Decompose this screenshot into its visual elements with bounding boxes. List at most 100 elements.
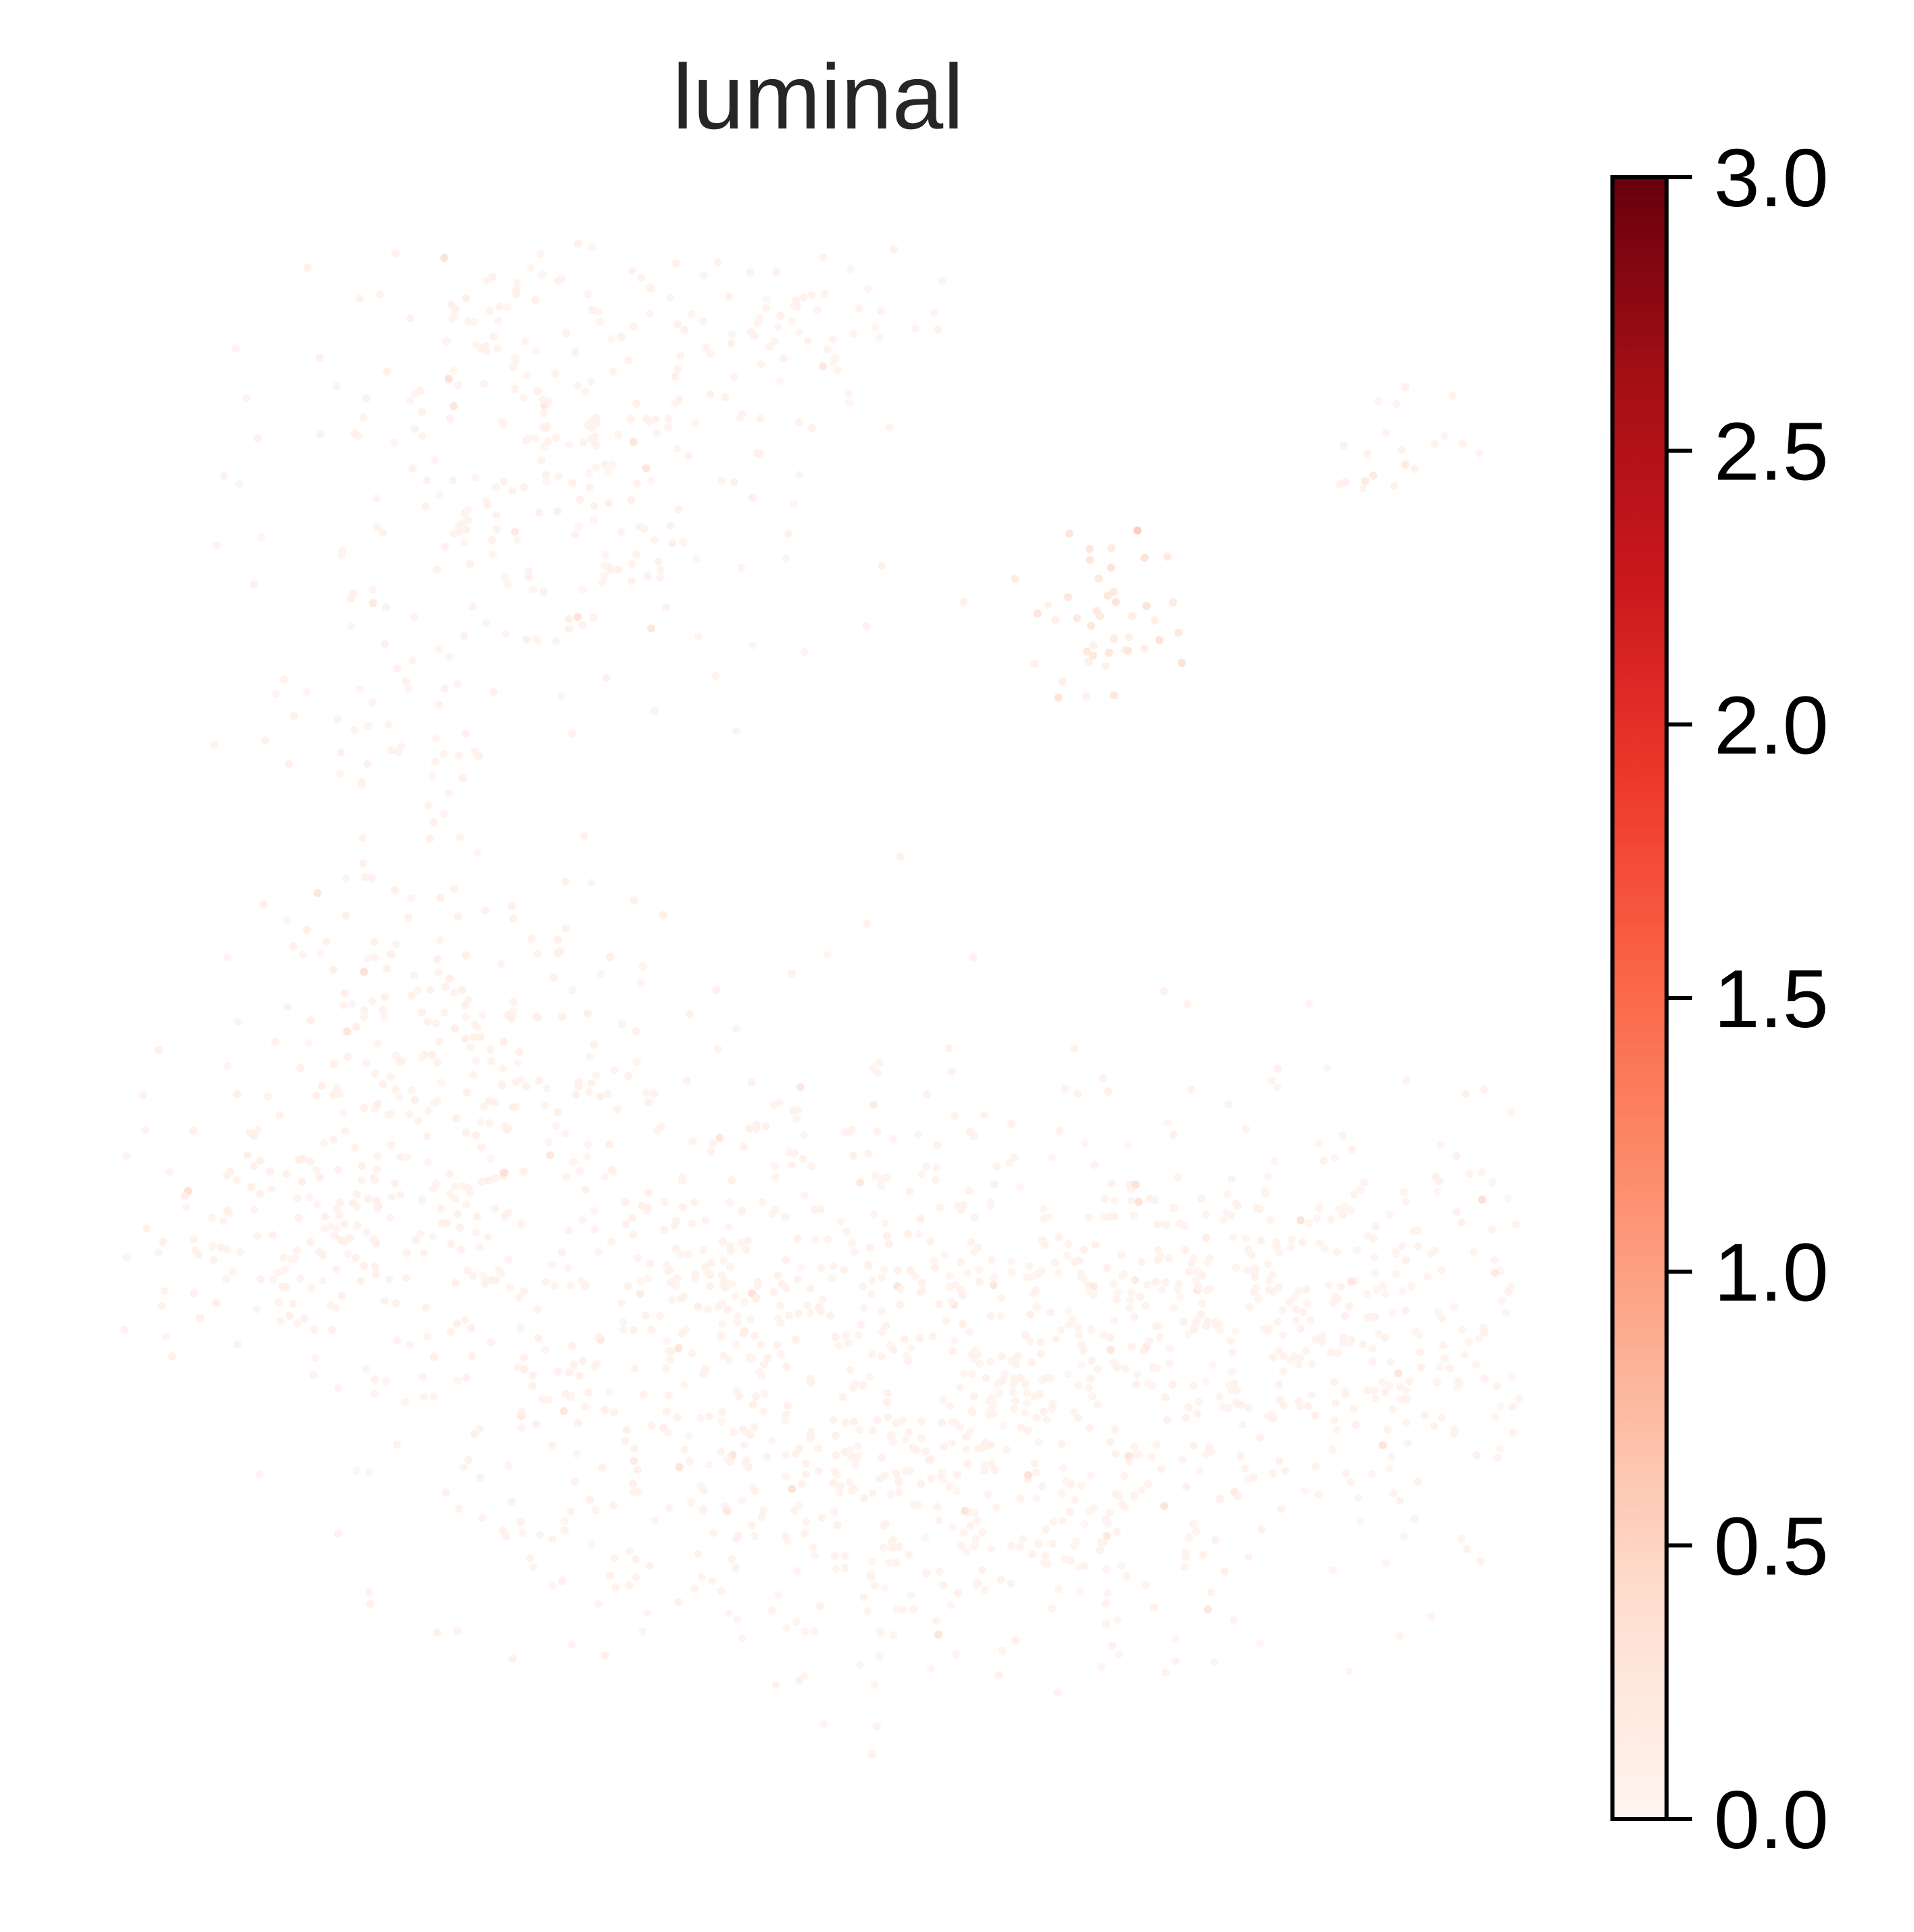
scatter-point (1264, 1277, 1273, 1286)
scatter-point (568, 986, 577, 995)
scatter-point (360, 1104, 368, 1112)
scatter-point (1368, 1469, 1377, 1478)
scatter-point (713, 1045, 722, 1053)
scatter-point (298, 1154, 307, 1163)
scatter-point (684, 1432, 693, 1440)
scatter-point (575, 495, 584, 504)
scatter-point (1174, 628, 1183, 637)
scatter-point (352, 1022, 361, 1031)
scatter-point (1064, 1306, 1073, 1315)
scatter-point (759, 1506, 768, 1515)
scatter-point (699, 317, 708, 325)
scatter-point (393, 664, 402, 673)
scatter-point (585, 483, 594, 492)
scatter-point (688, 1137, 697, 1146)
scatter-point (1103, 591, 1112, 600)
scatter-point (1116, 1492, 1124, 1501)
scatter-point (647, 477, 656, 486)
scatter-point (1488, 1178, 1497, 1187)
scatter-point (337, 1292, 346, 1300)
scatter-point (499, 477, 508, 486)
scatter-point (1007, 1268, 1016, 1276)
scatter-point (281, 1283, 290, 1292)
scatter-point (1433, 1187, 1442, 1196)
scatter-point (1349, 1405, 1358, 1413)
scatter-point (549, 973, 558, 982)
scatter-point (1169, 1131, 1178, 1139)
scatter-point (978, 1444, 986, 1453)
scatter-point (429, 1392, 438, 1401)
scatter-point (536, 250, 545, 258)
scatter-point (1163, 1416, 1172, 1425)
scatter-point (1420, 1411, 1429, 1420)
scatter-point (1122, 1572, 1131, 1580)
scatter-point (315, 354, 324, 362)
scatter-point (513, 279, 522, 287)
scatter-point (650, 1516, 659, 1525)
scatter-point (1363, 450, 1372, 458)
scatter-point (569, 1361, 578, 1369)
scatter-point (718, 1408, 727, 1417)
scatter-point (817, 1307, 826, 1316)
scatter-point (486, 1045, 495, 1054)
scatter-point (1385, 1210, 1394, 1219)
scatter-point (1077, 1340, 1086, 1349)
scatter-point (1370, 1269, 1379, 1277)
scatter-point (433, 565, 441, 574)
scatter-point (1092, 607, 1101, 615)
scatter-point (1038, 1482, 1047, 1490)
scatter-point (795, 328, 804, 337)
scatter-point (948, 1067, 956, 1076)
scatter-point (1363, 1231, 1372, 1240)
scatter-point (445, 1170, 454, 1178)
scatter-point (544, 437, 553, 446)
scatter-point (340, 989, 349, 997)
scatter-point (1120, 1471, 1129, 1480)
scatter-point (458, 986, 466, 995)
scatter-point (1089, 641, 1098, 650)
scatter-point (800, 1628, 809, 1636)
scatter-point (684, 451, 693, 460)
scatter-point (1007, 1257, 1016, 1266)
scatter-point (1048, 1153, 1057, 1162)
scatter-point (723, 1305, 732, 1314)
scatter-point (1080, 1520, 1088, 1529)
scatter-point (212, 541, 221, 550)
scatter-point (435, 701, 444, 709)
scatter-point (1082, 692, 1091, 701)
scatter-point (973, 1516, 982, 1525)
scatter-point (1385, 1465, 1393, 1473)
scatter-point (585, 1495, 594, 1504)
scatter-point (1102, 1620, 1111, 1628)
scatter-point (410, 613, 418, 621)
scatter-point (1268, 1469, 1277, 1478)
scatter-point (714, 1302, 723, 1311)
scatter-point (233, 1089, 241, 1098)
scatter-point (535, 1530, 544, 1539)
scatter-point (817, 1264, 826, 1273)
scatter-point (352, 1202, 361, 1211)
scatter-point (1476, 1557, 1485, 1565)
scatter-point (986, 1201, 995, 1210)
scatter-point (1268, 1076, 1276, 1085)
scatter-point (1363, 1290, 1372, 1299)
scatter-point (180, 1192, 189, 1200)
scatter-point (1086, 1471, 1095, 1480)
scatter-point (458, 774, 467, 782)
scatter-point (1126, 1296, 1135, 1305)
scatter-point (489, 550, 498, 559)
scatter-point (303, 926, 311, 935)
scatter-point (567, 730, 576, 738)
scatter-point (629, 438, 638, 446)
scatter-point (428, 772, 437, 780)
scatter-point (917, 1417, 926, 1426)
scatter-point (1135, 1451, 1144, 1459)
scatter-point (629, 322, 638, 331)
scatter-point (364, 722, 373, 730)
scatter-point (261, 736, 270, 745)
scatter-point (340, 1220, 349, 1228)
scatter-point (980, 1461, 989, 1469)
scatter-point (1341, 1390, 1350, 1399)
scatter-point (1141, 553, 1149, 562)
scatter-point (259, 900, 268, 909)
